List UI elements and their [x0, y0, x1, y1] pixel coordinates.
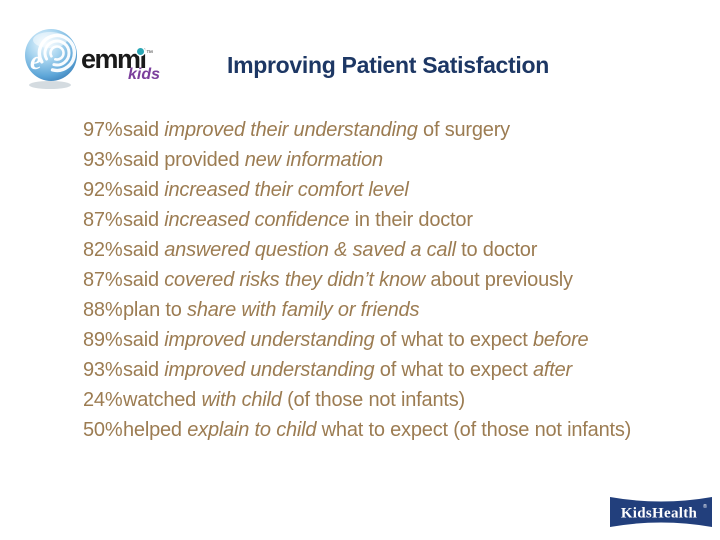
kidshealth-ribbon-icon: KidsHealth ®: [610, 497, 712, 527]
stat-row: 89% said improved understanding of what …: [83, 325, 683, 355]
stat-row: 87% said covered risks they didn’t know …: [83, 265, 683, 295]
stat-row: 88% plan to share with family or friends: [83, 295, 683, 325]
stat-text: said improved understanding of what to e…: [123, 359, 572, 381]
stat-text: said answered question & saved a call to…: [123, 239, 538, 261]
logo-sub-brand: kids: [128, 66, 161, 83]
stat-row: 82% said answered question & saved a cal…: [83, 235, 683, 265]
stat-percent: 87%: [83, 209, 123, 231]
logo-trademark: ™: [146, 50, 153, 57]
stat-text: helped explain to child what to expect (…: [123, 419, 632, 441]
stat-percent: 87%: [83, 269, 123, 291]
stat-text: said increased their comfort level: [123, 179, 409, 201]
stat-text: said improved understanding of what to e…: [123, 329, 589, 351]
stat-text: said provided new information: [123, 149, 383, 171]
stats-list: 97% said improved their understanding of…: [83, 115, 683, 445]
stat-percent: 88%: [83, 299, 123, 321]
kidshealth-logo: KidsHealth ®: [608, 495, 714, 529]
stat-row: 24% watched with child (of those not inf…: [83, 385, 683, 415]
stat-row: 50% helped explain to child what to expe…: [83, 415, 683, 445]
stat-percent: 92%: [83, 179, 123, 201]
emmi-sphere-icon: e: [25, 29, 77, 89]
kidshealth-registered-mark: ®: [703, 503, 707, 510]
stat-text: said improved their understanding of sur…: [123, 119, 510, 141]
slide-title: Improving Patient Satisfaction: [227, 52, 549, 78]
stat-row: 93% said provided new information: [83, 145, 683, 175]
stat-text: plan to share with family or friends: [123, 299, 420, 321]
stat-row: 92% said increased their comfort level: [83, 175, 683, 205]
stat-text: watched with child (of those not infants…: [123, 389, 465, 411]
kidshealth-wordmark: KidsHealth: [621, 506, 698, 522]
stat-row: 93% said improved understanding of what …: [83, 355, 683, 385]
stat-row: 87% said increased confidence in their d…: [83, 205, 683, 235]
stat-percent: 82%: [83, 239, 123, 261]
stat-row: 97% said improved their understanding of…: [83, 115, 683, 145]
stat-percent: 93%: [83, 149, 123, 171]
stat-text: said increased confidence in their docto…: [123, 209, 473, 231]
stat-percent: 93%: [83, 359, 123, 381]
emmi-kids-logo: e emmi ™ kids: [24, 27, 169, 91]
stat-text: said covered risks they didn’t know abou…: [123, 269, 573, 291]
sphere-letter: e: [30, 46, 42, 75]
stat-percent: 50%: [83, 419, 123, 441]
logo-brand-word: emmi: [81, 44, 147, 74]
stat-percent: 89%: [83, 329, 123, 351]
logo-i-dot: [137, 48, 144, 55]
stat-percent: 97%: [83, 119, 123, 141]
stat-percent: 24%: [83, 389, 123, 411]
